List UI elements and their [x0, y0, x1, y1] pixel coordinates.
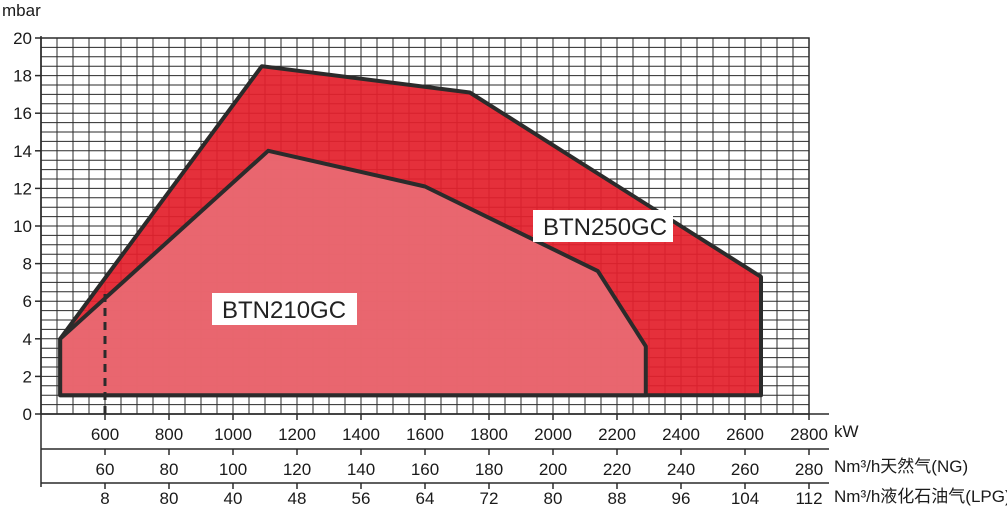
- x-tick-label: 1200: [278, 425, 316, 444]
- x-tick-label: 2400: [662, 425, 700, 444]
- lpg-tick-label: 104: [731, 489, 759, 508]
- x-tick-label: 2800: [790, 425, 828, 444]
- lpg-tick-label: 40: [224, 489, 243, 508]
- y-tick-label: 0: [23, 405, 32, 424]
- y-tick-label: 8: [23, 255, 32, 274]
- y-tick-label: 16: [13, 104, 32, 123]
- series-areas: BTN250GC BTN210GC: [58, 64, 763, 414]
- lpg-tick-label: 8: [100, 489, 109, 508]
- y-tick-label: 18: [13, 67, 32, 86]
- lpg-tick-label: 96: [672, 489, 691, 508]
- y-tick-label: 14: [13, 142, 32, 161]
- lpg-tick-label: 56: [352, 489, 371, 508]
- x-axis-unit-label: kW: [834, 422, 859, 441]
- x-tick-label: 600: [91, 425, 119, 444]
- x-tick-label: 1000: [214, 425, 252, 444]
- ng-tick-label: 240: [667, 460, 695, 479]
- ng-tick-label: 60: [96, 460, 115, 479]
- series-label-btn210gc: BTN210GC: [222, 297, 346, 324]
- series-label-box-btn250gc: [533, 210, 673, 242]
- series-label-box-btn210gc: [212, 293, 357, 325]
- x-tick-label: 2200: [598, 425, 636, 444]
- ng-tick-label: 80: [160, 460, 179, 479]
- y-tick-label: 2: [23, 367, 32, 386]
- x-tick-label: 800: [155, 425, 183, 444]
- ng-tick-label: 180: [475, 460, 503, 479]
- ng-tick-label: 120: [283, 460, 311, 479]
- ng-tick-label: 140: [347, 460, 375, 479]
- x-tick-label: 1600: [406, 425, 444, 444]
- ng-tick-label: 260: [731, 460, 759, 479]
- x-tick-label: 1400: [342, 425, 380, 444]
- lpg-tick-label: 72: [480, 489, 499, 508]
- y-tick-label: 10: [13, 217, 32, 236]
- tick-labels: 0 2 4 6 8 10 12 14 16 18 20 600 60 8 800 80 80 1000 100 40 1…: [13, 29, 828, 508]
- lpg-tick-label: 88: [608, 489, 627, 508]
- y-tick-label: 6: [23, 292, 32, 311]
- ng-tick-label: 100: [219, 460, 247, 479]
- y-tick-label: 20: [13, 29, 32, 48]
- ng-tick-label: 220: [603, 460, 631, 479]
- series-area-btn210gc: [58, 148, 648, 398]
- y-axis-label: mbar: [2, 1, 41, 20]
- axes: [35, 36, 829, 489]
- lpg-tick-label: 80: [544, 489, 563, 508]
- lpg-tick-label: 64: [416, 489, 435, 508]
- ng-tick-label: 160: [411, 460, 439, 479]
- lpg-tick-label: 112: [795, 489, 822, 508]
- x-tick-label: 2000: [534, 425, 572, 444]
- lpg-axis-label: Nm³/h液化石油气(LPG): [834, 487, 1007, 506]
- x-tick-label: 1800: [470, 425, 508, 444]
- lpg-tick-label: 80: [160, 489, 179, 508]
- ng-tick-label: 280: [795, 460, 823, 479]
- ng-axis-label: Nm³/h天然气(NG): [834, 457, 968, 476]
- x-tick-label: 2600: [726, 425, 764, 444]
- series-label-btn250gc: BTN250GC: [543, 214, 667, 241]
- lpg-tick-label: 48: [288, 489, 307, 508]
- y-tick-label: 4: [23, 330, 32, 349]
- ng-tick-label: 200: [539, 460, 567, 479]
- y-tick-label: 12: [13, 179, 32, 198]
